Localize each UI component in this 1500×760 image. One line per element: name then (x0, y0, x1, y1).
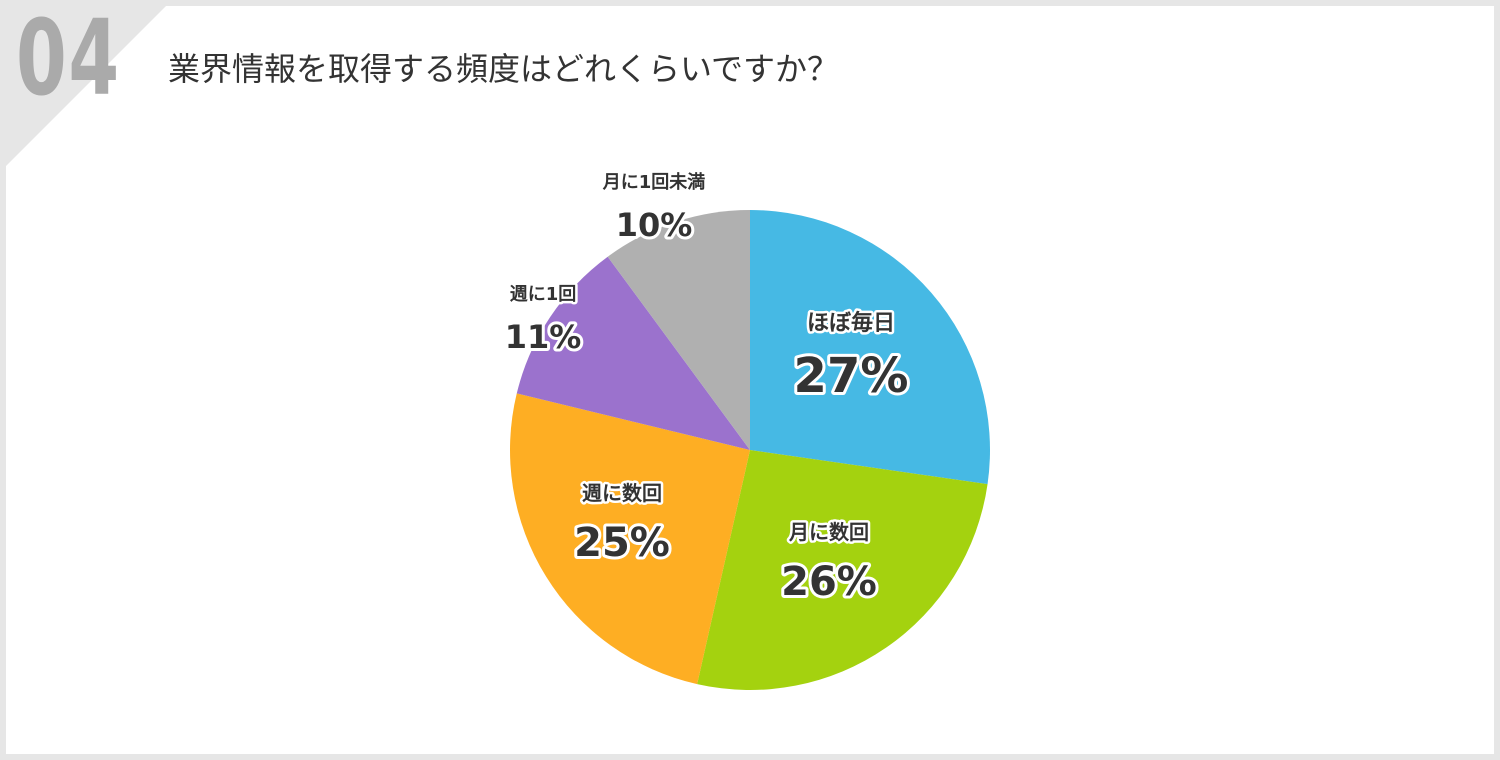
slice-value-label: 10% (616, 206, 693, 244)
slice-category-label: 月に1回未満 (602, 171, 706, 193)
slice-category-label: 週に1回 (510, 284, 577, 305)
pie-slice (509, 393, 750, 685)
slice-category-label: ほぼ毎日 (807, 311, 895, 336)
slice-value-label: 27% (794, 348, 909, 404)
question-number: 04 (16, 0, 121, 119)
slice-category-label: 月に数回 (788, 520, 869, 544)
pie-slices (509, 210, 990, 690)
pie-slice (750, 210, 990, 485)
slice-value-label: 11% (505, 318, 582, 356)
pie-slice (516, 256, 750, 450)
pie-slice (607, 210, 750, 450)
pie-slice (697, 450, 988, 690)
slice-value-label: 25% (574, 520, 670, 566)
question-title: 業界情報を取得する頻度はどれくらいですか？ (168, 50, 840, 88)
slice-category-label: 週に数回 (582, 481, 662, 505)
pie-labels: ほぼ毎日 27% 月に数回 26% 週に数回 25% 週に1回 11% 月に1回未満 10% (502, 169, 912, 609)
slice-value-label: 26% (781, 559, 877, 605)
